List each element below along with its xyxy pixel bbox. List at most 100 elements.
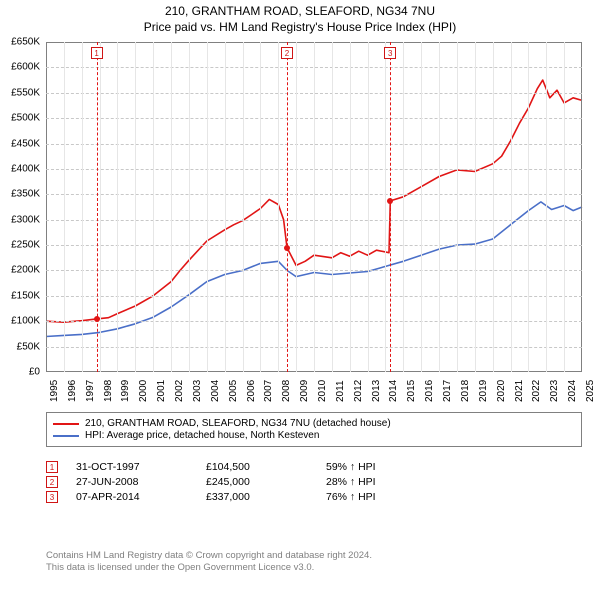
x-axis-label: 2016 — [424, 380, 435, 402]
gridline-vertical — [439, 42, 440, 372]
marker-box: 3 — [384, 47, 396, 59]
sales-table: 1 31-OCT-1997£104,50059% ↑ HPI 2 27-JUN-200… — [46, 458, 376, 506]
gridline-vertical — [385, 42, 386, 372]
legend-label-property: 210, GRANTHAM ROAD, SLEAFORD, NG34 7NU (… — [85, 418, 391, 429]
gridline-vertical — [493, 42, 494, 372]
x-axis-label: 2018 — [460, 380, 471, 402]
gridline-vertical — [225, 42, 226, 372]
gridline-vertical — [457, 42, 458, 372]
sale-hpi: 59% ↑ HPI — [326, 461, 376, 473]
gridline-vertical — [82, 42, 83, 372]
legend-row-hpi: HPI: Average price, detached house, Nort… — [53, 430, 575, 441]
sale-row: 3 07-APR-2014£337,00076% ↑ HPI — [46, 491, 376, 503]
gridline-vertical — [332, 42, 333, 372]
sale-marker-box: 1 — [46, 461, 58, 473]
footer-line-1: Contains HM Land Registry data © Crown c… — [46, 550, 372, 562]
x-axis-label: 2000 — [138, 380, 149, 402]
y-axis-label: £550K — [0, 87, 40, 98]
gridline-vertical — [243, 42, 244, 372]
sale-price: £104,500 — [206, 461, 326, 473]
sale-hpi: 76% ↑ HPI — [326, 491, 376, 503]
x-axis-label: 2014 — [388, 380, 399, 402]
x-axis-label: 2020 — [496, 380, 507, 402]
y-axis-label: £350K — [0, 189, 40, 200]
x-axis-label: 2003 — [192, 380, 203, 402]
y-axis-label: £450K — [0, 138, 40, 149]
footer-text: Contains HM Land Registry data © Crown c… — [46, 550, 372, 574]
gridline-vertical — [368, 42, 369, 372]
x-axis-label: 2011 — [335, 380, 346, 402]
y-axis-label: £0 — [0, 367, 40, 378]
x-axis-label: 1995 — [49, 380, 60, 402]
marker-dot — [387, 198, 393, 204]
figure-container: 210, GRANTHAM ROAD, SLEAFORD, NG34 7NU P… — [0, 0, 600, 590]
gridline-vertical — [153, 42, 154, 372]
x-axis-label: 2012 — [353, 380, 364, 402]
x-axis-label: 2005 — [228, 380, 239, 402]
gridline-vertical — [135, 42, 136, 372]
gridline-vertical — [314, 42, 315, 372]
sale-price: £245,000 — [206, 476, 326, 488]
y-axis-label: £300K — [0, 214, 40, 225]
gridline-vertical — [564, 42, 565, 372]
x-axis-label: 2017 — [442, 380, 453, 402]
marker-dot — [94, 316, 100, 322]
marker-line — [287, 42, 288, 372]
marker-box: 2 — [281, 47, 293, 59]
x-axis-label: 1999 — [120, 380, 131, 402]
gridline-vertical — [278, 42, 279, 372]
y-axis-label: £50K — [0, 341, 40, 352]
chart-plot-area: £0£50K£100K£150K£200K£250K£300K£350K£400… — [46, 42, 582, 372]
sale-marker-box: 3 — [46, 491, 58, 503]
sale-date: 27-JUN-2008 — [76, 476, 206, 488]
y-axis-label: £150K — [0, 290, 40, 301]
y-axis-label: £500K — [0, 113, 40, 124]
y-axis-label: £200K — [0, 265, 40, 276]
sale-date: 07-APR-2014 — [76, 491, 206, 503]
x-axis-label: 2022 — [531, 380, 542, 402]
gridline-vertical — [207, 42, 208, 372]
gridline-vertical — [117, 42, 118, 372]
y-axis-label: £400K — [0, 163, 40, 174]
gridline-vertical — [511, 42, 512, 372]
x-axis-label: 2001 — [156, 380, 167, 402]
sale-price: £337,000 — [206, 491, 326, 503]
marker-line — [390, 42, 391, 372]
y-axis-label: £100K — [0, 316, 40, 327]
x-axis-label: 2006 — [246, 380, 257, 402]
marker-dot — [284, 245, 290, 251]
y-axis-label: £600K — [0, 62, 40, 73]
gridline-vertical — [100, 42, 101, 372]
x-axis-label: 2024 — [567, 380, 578, 402]
sale-row: 227-JUN-2008£245,00028% ↑ HPI — [46, 476, 376, 488]
legend-swatch-property — [53, 423, 79, 425]
gridline-vertical — [64, 42, 65, 372]
x-axis-label: 2008 — [281, 380, 292, 402]
x-axis-label: 2013 — [371, 380, 382, 402]
footer-line-2: This data is licensed under the Open Gov… — [46, 562, 372, 574]
gridline-vertical — [350, 42, 351, 372]
x-axis-label: 2007 — [263, 380, 274, 402]
gridline-vertical — [546, 42, 547, 372]
x-axis-label: 1998 — [103, 380, 114, 402]
legend-box: 210, GRANTHAM ROAD, SLEAFORD, NG34 7NU (… — [46, 412, 582, 447]
title-line-2: Price paid vs. HM Land Registry's House … — [0, 20, 600, 34]
x-axis-label: 2004 — [210, 380, 221, 402]
gridline-vertical — [189, 42, 190, 372]
gridline-vertical — [528, 42, 529, 372]
gridline-vertical — [475, 42, 476, 372]
y-axis-label: £650K — [0, 37, 40, 48]
x-axis-label: 2021 — [514, 380, 525, 402]
legend-row-property: 210, GRANTHAM ROAD, SLEAFORD, NG34 7NU (… — [53, 418, 575, 429]
marker-line — [97, 42, 98, 372]
gridline-vertical — [260, 42, 261, 372]
x-axis-label: 2015 — [406, 380, 417, 402]
x-axis-label: 2025 — [585, 380, 596, 402]
gridline-vertical — [403, 42, 404, 372]
x-axis-label: 2002 — [174, 380, 185, 402]
x-axis-label: 2023 — [549, 380, 560, 402]
marker-box: 1 — [91, 47, 103, 59]
sale-date: 31-OCT-1997 — [76, 461, 206, 473]
legend-swatch-hpi — [53, 435, 79, 437]
sale-marker-box: 2 — [46, 476, 58, 488]
